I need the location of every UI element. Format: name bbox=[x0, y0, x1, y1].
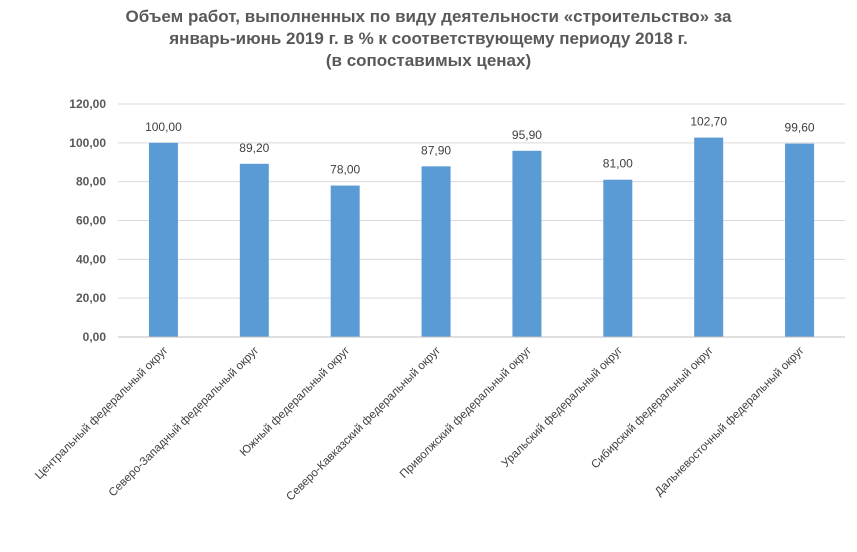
chart-title: Объем работ, выполненных по виду деятель… bbox=[0, 6, 857, 72]
category-label: Южный федеральный округ bbox=[238, 345, 352, 459]
bar bbox=[148, 142, 178, 337]
y-tick-label: 80,00 bbox=[76, 175, 106, 189]
y-tick-label: 40,00 bbox=[76, 252, 106, 266]
data-label: 99,60 bbox=[785, 121, 815, 135]
y-tick-label: 60,00 bbox=[76, 214, 106, 228]
data-label: 89,20 bbox=[239, 141, 269, 155]
y-tick-label: 120,00 bbox=[69, 97, 106, 111]
chart-title-line-1: Объем работ, выполненных по виду деятель… bbox=[125, 7, 732, 26]
data-label: 95,90 bbox=[512, 128, 542, 142]
bar bbox=[694, 137, 724, 337]
data-label: 78,00 bbox=[330, 163, 360, 177]
bar bbox=[512, 150, 542, 337]
chart-title-line-2: январь-июнь 2019 г. в % к соответствующе… bbox=[169, 29, 688, 48]
chart-title-line-3: (в сопоставимых ценах) bbox=[325, 51, 532, 70]
bar bbox=[603, 179, 633, 337]
bar bbox=[421, 166, 451, 337]
bar bbox=[785, 143, 815, 337]
data-label: 87,90 bbox=[421, 143, 451, 157]
y-tick-label: 100,00 bbox=[69, 136, 106, 150]
category-label: Северо-Западный федеральный округ bbox=[107, 345, 262, 500]
data-label: 81,00 bbox=[603, 157, 633, 171]
y-tick-label: 20,00 bbox=[76, 291, 106, 305]
bar bbox=[330, 185, 360, 337]
category-label: Дальневосточный федеральный округ bbox=[653, 345, 807, 499]
data-label: 100,00 bbox=[145, 120, 182, 134]
data-label: 102,70 bbox=[690, 115, 727, 129]
category-label: Северо-Кавказский федеральный округ bbox=[284, 345, 443, 504]
y-tick-label: 0,00 bbox=[83, 330, 107, 344]
bar bbox=[239, 163, 269, 337]
